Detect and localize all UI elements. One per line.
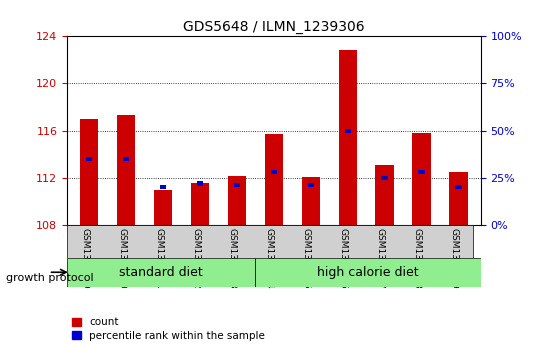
Bar	[456, 185, 462, 189]
Bar	[302, 177, 320, 225]
Bar	[228, 175, 246, 225]
FancyBboxPatch shape	[67, 225, 473, 258]
Text: GSM1357904: GSM1357904	[265, 228, 274, 289]
Bar	[86, 157, 92, 161]
Text: GSM1357901: GSM1357901	[154, 228, 163, 289]
Text: standard diet: standard diet	[120, 266, 203, 279]
Legend: count, percentile rank within the sample: count, percentile rank within the sample	[72, 317, 265, 340]
Bar	[339, 50, 357, 225]
Title: GDS5648 / ILMN_1239306: GDS5648 / ILMN_1239306	[183, 20, 364, 34]
Text: GSM1357906: GSM1357906	[339, 228, 348, 289]
Text: growth protocol: growth protocol	[6, 273, 93, 283]
Text: GSM1357903: GSM1357903	[228, 228, 237, 289]
FancyBboxPatch shape	[255, 258, 481, 287]
Bar	[344, 129, 351, 133]
Text: GSM1357900: GSM1357900	[117, 228, 126, 289]
Bar	[160, 185, 167, 189]
Bar	[234, 183, 240, 187]
Bar	[376, 165, 394, 225]
Bar	[80, 119, 98, 225]
Text: GSM1357902: GSM1357902	[191, 228, 200, 289]
Bar	[381, 176, 388, 180]
Text: GSM1357905: GSM1357905	[302, 228, 311, 289]
Bar	[197, 182, 203, 185]
Bar	[154, 189, 172, 225]
Text: GSM1357908: GSM1357908	[413, 228, 421, 289]
Text: GSM1357907: GSM1357907	[376, 228, 385, 289]
FancyBboxPatch shape	[67, 258, 255, 287]
Bar	[191, 183, 209, 225]
Bar	[419, 170, 425, 174]
Text: GSM1357899: GSM1357899	[80, 228, 89, 289]
Text: high calorie diet: high calorie diet	[318, 266, 419, 279]
Bar	[449, 172, 468, 225]
Bar	[264, 134, 283, 225]
Bar	[307, 183, 314, 187]
Bar	[413, 133, 431, 225]
Bar	[117, 115, 135, 225]
Text: GSM1357909: GSM1357909	[449, 228, 458, 289]
Bar	[271, 170, 277, 174]
Bar	[123, 157, 129, 161]
